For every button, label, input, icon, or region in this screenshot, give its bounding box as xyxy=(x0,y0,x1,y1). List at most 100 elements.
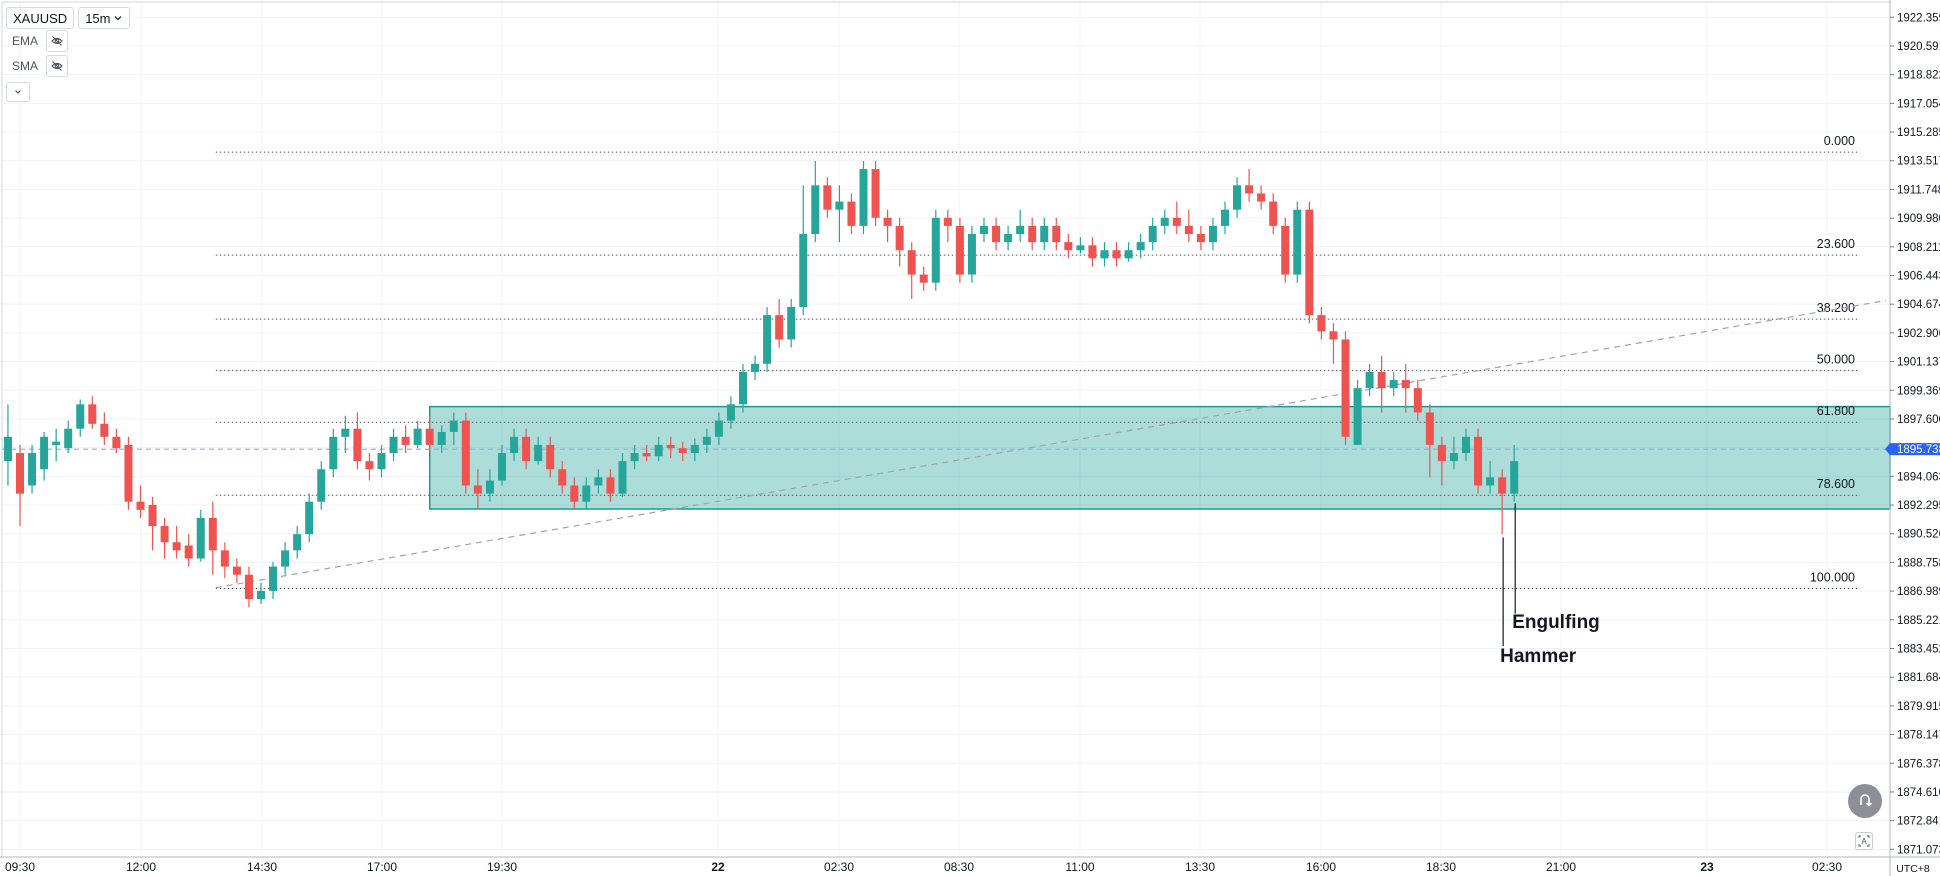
candle-body xyxy=(835,201,844,210)
candle xyxy=(305,493,314,543)
candle xyxy=(485,469,494,502)
candle-body xyxy=(1160,217,1169,226)
candle xyxy=(1305,201,1314,324)
candle xyxy=(1124,242,1133,262)
candle xyxy=(473,469,482,510)
candle xyxy=(1088,237,1097,267)
candle xyxy=(943,209,952,243)
candle-body xyxy=(1028,225,1037,243)
candle xyxy=(1401,363,1410,413)
candle xyxy=(1076,237,1085,254)
candle xyxy=(980,217,988,243)
fib-level-label: 78.600 xyxy=(1817,477,1855,491)
fib-level-label: 50.000 xyxy=(1817,353,1855,367)
candle-body xyxy=(1233,185,1242,210)
candle xyxy=(498,444,506,486)
candle-body xyxy=(1305,209,1314,316)
time-tick-label: 14:30 xyxy=(247,860,277,874)
candle xyxy=(1486,461,1495,494)
candle xyxy=(919,266,928,291)
candle-body xyxy=(1401,380,1410,389)
candle xyxy=(244,566,253,608)
time-tick-label: 11:00 xyxy=(1065,860,1094,874)
candle-body xyxy=(341,428,350,437)
candle-body xyxy=(293,534,302,551)
candle-body xyxy=(1257,193,1266,202)
candle-body xyxy=(365,461,374,470)
candle xyxy=(1437,436,1446,486)
sma-visibility-button[interactable] xyxy=(46,55,68,77)
annotation-layer[interactable]: Engulfing Hammer xyxy=(1500,503,1600,667)
price-tick-label: 1885.221 xyxy=(1897,615,1940,627)
candle-body xyxy=(1064,242,1073,251)
fib-zone-box[interactable] xyxy=(428,405,1891,510)
candle xyxy=(702,428,711,454)
reset-icon xyxy=(1860,794,1873,807)
candle xyxy=(184,534,193,567)
ema-visibility-button[interactable] xyxy=(46,30,68,52)
candle xyxy=(1064,234,1073,259)
candle xyxy=(1377,355,1386,413)
candle xyxy=(883,209,892,243)
candle xyxy=(1172,201,1181,235)
candle-body xyxy=(1353,388,1362,445)
candle-body xyxy=(1076,245,1085,251)
candle xyxy=(112,428,121,454)
price-tick-label: 1906.443 xyxy=(1897,270,1940,282)
candle-body xyxy=(329,436,338,470)
price-tick-label: 1871.073 xyxy=(1897,844,1940,856)
candle xyxy=(232,558,241,583)
candle-body xyxy=(859,169,868,226)
collapse-indicators-button[interactable] xyxy=(6,82,30,102)
candle xyxy=(1293,201,1302,283)
interval-button[interactable]: 15m xyxy=(78,7,131,29)
price-tick-label: 1917.054 xyxy=(1897,98,1940,110)
timezone-label[interactable]: UTC+8 xyxy=(1896,863,1930,875)
candle xyxy=(895,217,904,267)
fibonacci-retracement[interactable]: 0.000 23.600 38.200 50.000 61.800 78.600 100.0… xyxy=(215,134,1860,589)
candle-body xyxy=(1365,371,1374,389)
engulfing-label[interactable]: Engulfing xyxy=(1512,612,1600,633)
candle xyxy=(401,425,410,454)
candle xyxy=(220,542,229,578)
trend-line-layer[interactable] xyxy=(215,299,1887,589)
candle-body xyxy=(498,453,506,481)
candle-body xyxy=(112,436,121,449)
time-tick-label: 18:30 xyxy=(1426,860,1456,874)
candle xyxy=(582,477,591,510)
auto-scale-button[interactable]: A xyxy=(1855,832,1873,850)
fib-level-label: 23.600 xyxy=(1817,237,1855,251)
candle xyxy=(558,461,567,494)
candle-body xyxy=(1136,242,1145,251)
candle xyxy=(859,160,868,235)
indicator-label: SMA xyxy=(12,59,39,73)
candle xyxy=(160,517,169,559)
price-tick-label: 1888.758 xyxy=(1897,557,1940,569)
price-tick-label: 1897.600 xyxy=(1897,414,1940,426)
candle-body xyxy=(630,453,639,462)
hammer-label[interactable]: Hammer xyxy=(1500,646,1577,667)
candle-body xyxy=(64,428,73,449)
candle-body xyxy=(1474,436,1483,486)
candle xyxy=(281,542,290,575)
candle-body xyxy=(172,542,181,551)
candle xyxy=(1329,323,1338,364)
candle-body xyxy=(1449,453,1458,462)
candle-body xyxy=(582,485,591,502)
candle xyxy=(907,242,916,299)
symbol-button[interactable]: XAUUSD xyxy=(6,7,75,29)
candle-body xyxy=(1016,225,1025,235)
reset-chart-button[interactable] xyxy=(1848,784,1882,818)
candle xyxy=(751,355,760,381)
price-tick-label: 1902.906 xyxy=(1897,328,1940,340)
candle xyxy=(437,425,446,454)
candle xyxy=(847,193,856,235)
price-tick-label: 1876.378 xyxy=(1897,758,1940,770)
candle xyxy=(257,582,265,604)
candle xyxy=(1413,380,1422,421)
time-tick-label: 22 xyxy=(711,860,725,874)
trend-line[interactable] xyxy=(215,299,1887,589)
candle xyxy=(28,444,37,494)
